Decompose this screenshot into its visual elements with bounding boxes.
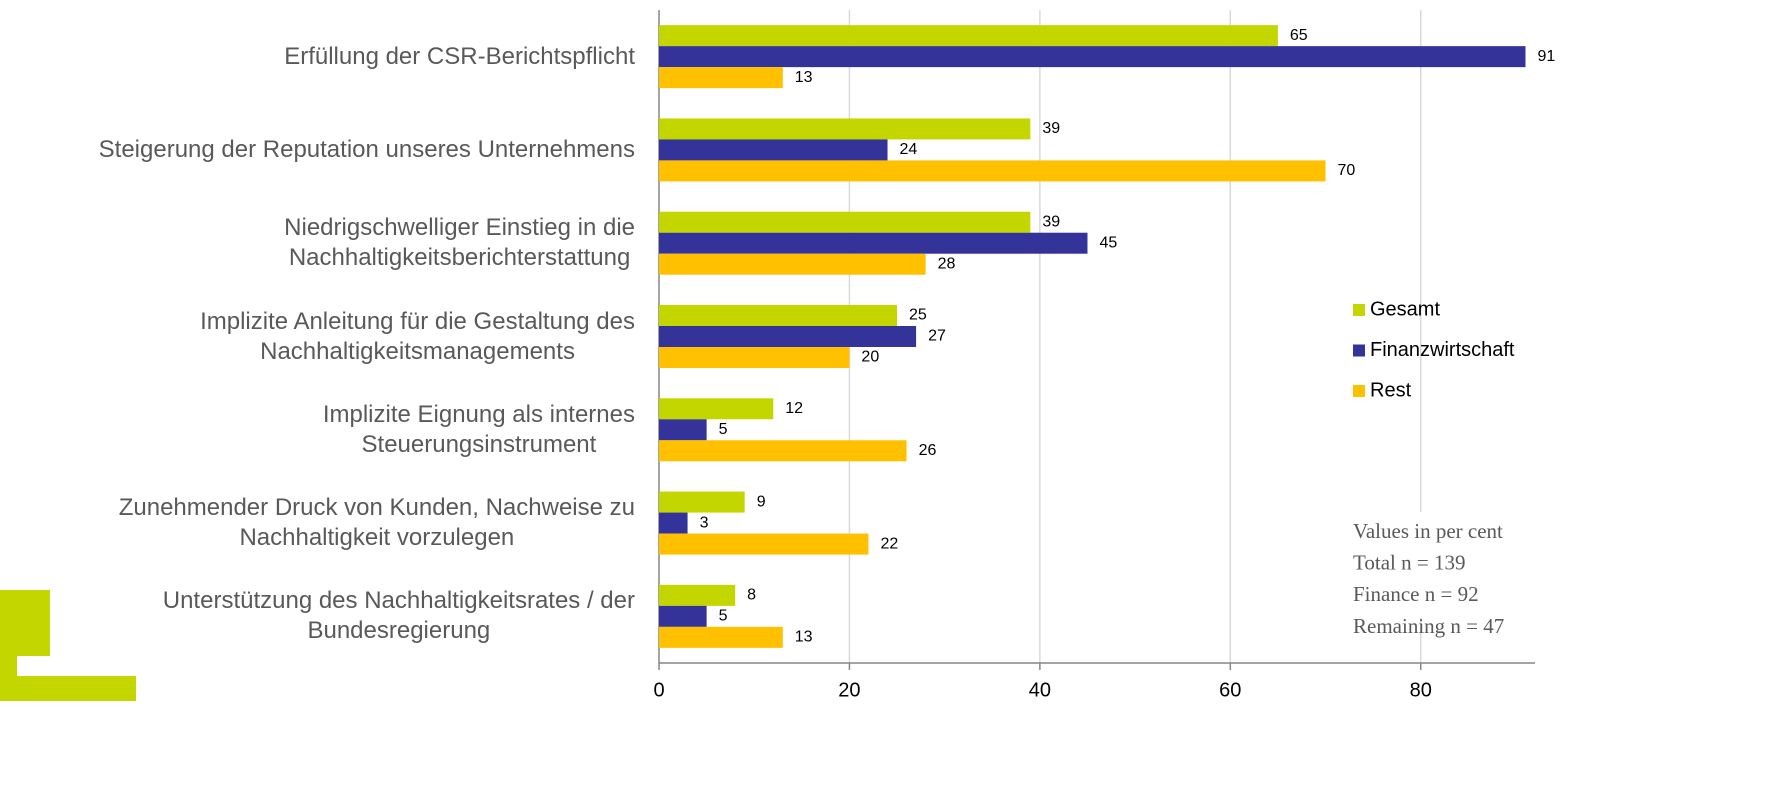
data-label: 5 <box>719 608 728 625</box>
data-label: 22 <box>880 535 898 552</box>
legend-label: Rest <box>1370 379 1412 401</box>
bar <box>659 160 1326 182</box>
x-tick-label: 60 <box>1219 679 1241 701</box>
logo-part <box>17 676 136 701</box>
data-label: 25 <box>909 307 927 324</box>
bar <box>659 626 783 648</box>
bar <box>659 46 1526 68</box>
bar <box>659 211 1031 233</box>
x-tick-label: 0 <box>653 679 664 701</box>
legend-swatch <box>1353 304 1365 316</box>
data-label: 8 <box>747 587 756 604</box>
data-label: 26 <box>919 442 937 459</box>
data-label: 45 <box>1099 234 1117 251</box>
category-label: Steigerung der Reputation unseres Untern… <box>99 135 635 165</box>
category-text: Niedrigschwelliger Einstieg in die Nachh… <box>284 214 635 272</box>
bar <box>659 67 783 89</box>
bar <box>659 512 688 534</box>
bar <box>659 533 869 555</box>
data-label: 12 <box>785 400 803 417</box>
data-label: 65 <box>1290 27 1308 44</box>
bar <box>659 326 917 347</box>
x-tick-label: 20 <box>838 679 860 701</box>
legend-swatch <box>1353 344 1365 357</box>
note-line: Finance n = 92 <box>1353 582 1479 606</box>
bar <box>659 253 926 275</box>
data-label: 28 <box>938 255 956 272</box>
bar <box>659 347 850 368</box>
category-text: Steigerung der Reputation unseres Untern… <box>98 135 635 163</box>
category-label: Zunehmender Druck von Kunden, Nachweise … <box>119 493 635 553</box>
category-label: Implizite Eignung als internes Steuerung… <box>323 400 635 460</box>
data-label: 91 <box>1537 48 1555 65</box>
bar <box>659 25 1278 47</box>
logo-part <box>0 656 17 701</box>
data-label: 39 <box>1042 120 1060 137</box>
bar <box>659 305 898 326</box>
category-label: Erfüllung der CSR-Berichtspflicht <box>284 42 635 72</box>
data-label: 9 <box>757 493 766 510</box>
note-line: Values in per cent <box>1353 519 1503 543</box>
category-label: Niedrigschwelliger Einstieg in die Nachh… <box>284 213 635 273</box>
bar <box>659 584 736 606</box>
category-text: Unterstützung des Nachhaltigkeitsrates /… <box>162 587 635 645</box>
legend-label: Finanzwirtschaft <box>1370 339 1515 361</box>
bar <box>659 491 745 513</box>
category-text: Zunehmender Druck von Kunden, Nachweise … <box>118 494 635 552</box>
legend-swatch <box>1353 385 1365 397</box>
data-label: 24 <box>900 141 918 158</box>
note-background <box>1345 512 1540 618</box>
category-label: Unterstützung des Nachhaltigkeitsrates /… <box>163 586 635 646</box>
category-text: Erfüllung der CSR-Berichtspflicht <box>284 42 635 70</box>
bar <box>659 398 774 420</box>
note-line: Total n = 139 <box>1353 551 1465 575</box>
legend-label: Gesamt <box>1370 298 1440 320</box>
data-label: 27 <box>928 328 946 345</box>
category-text: Implizite Eignung als internes Steuerung… <box>322 400 635 458</box>
x-tick-label: 80 <box>1410 679 1432 701</box>
data-label: 20 <box>861 349 879 366</box>
category-label: Implizite Anleitung für die Gestaltung d… <box>200 307 635 367</box>
bar <box>659 232 1088 254</box>
bar <box>659 440 907 462</box>
data-label: 70 <box>1338 162 1356 179</box>
x-tick-label: 40 <box>1029 679 1051 701</box>
data-label: 3 <box>700 514 709 531</box>
bar <box>659 118 1031 140</box>
data-label: 5 <box>719 421 728 438</box>
bar <box>659 139 888 161</box>
note-line: Remaining n = 47 <box>1353 614 1504 638</box>
category-text: Implizite Anleitung für die Gestaltung d… <box>200 307 635 365</box>
logo-part <box>0 590 50 656</box>
data-label: 39 <box>1042 213 1060 230</box>
data-label: 13 <box>795 629 813 646</box>
bar <box>659 605 707 627</box>
bar <box>659 419 707 441</box>
data-label: 13 <box>795 69 813 86</box>
